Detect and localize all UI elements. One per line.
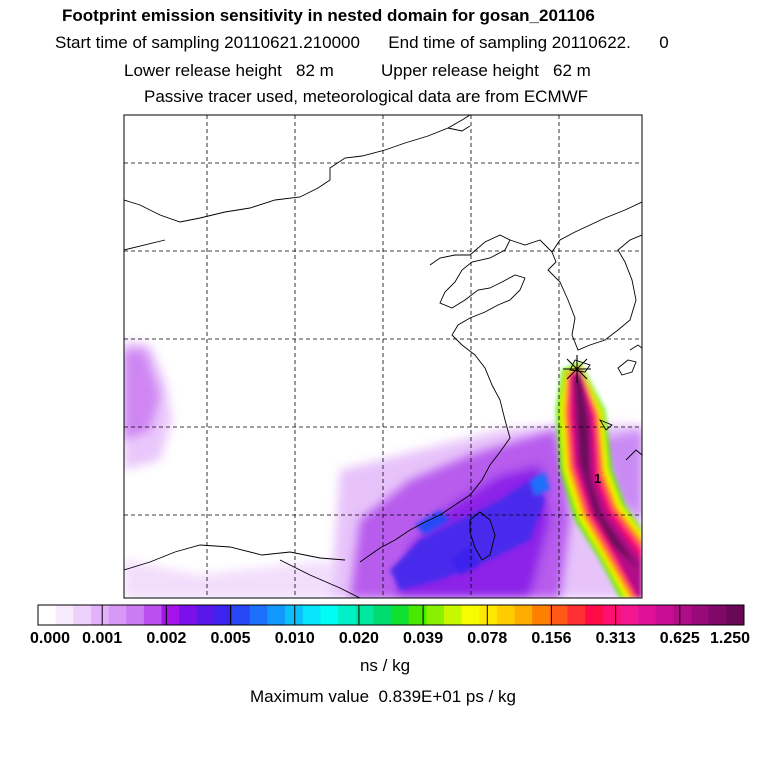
colorbar-cell [638, 605, 657, 625]
colorbar-cell [38, 605, 56, 625]
colorbar-cell [267, 605, 286, 625]
colorbar-cell [585, 605, 604, 625]
colorbar-cell [373, 605, 392, 625]
colorbar-tick-label: 0.000 [29, 630, 71, 647]
colorbar-cell [408, 605, 427, 625]
sampling-times: Start time of sampling 20110621.210000 E… [55, 33, 669, 52]
colorbar-cell [391, 605, 409, 625]
colorbar-cell [479, 605, 498, 625]
colorbar-cell [708, 605, 727, 625]
colorbar-cell [514, 605, 533, 625]
colorbar-cell [673, 605, 692, 625]
colorbar-cell [655, 605, 674, 625]
colorbar-cell [302, 605, 321, 625]
colorbar-cell [90, 605, 109, 625]
colorbar-cell [691, 605, 709, 625]
colorbar-tick-label: 0.625 [659, 630, 700, 647]
colorbar-cell [179, 605, 198, 625]
colorbar-cell [214, 605, 233, 625]
colorbar-cell [320, 605, 339, 625]
colorbar-cell [549, 605, 568, 625]
colorbar-cell [161, 605, 180, 625]
release-heights: Lower release height 82 m Upper release … [124, 61, 591, 80]
colorbar-tick-label: 0.156 [531, 630, 572, 647]
maximum-value: Maximum value 0.839E+01 ps / kg [250, 687, 516, 706]
colorbar-cell [567, 605, 586, 625]
coastlines [124, 115, 642, 598]
colorbar-cell [496, 605, 515, 625]
colorbar-tick-label: 0.002 [146, 630, 187, 647]
tracer-info: Passive tracer used, meteorological data… [144, 87, 589, 106]
colorbar-cells [38, 605, 745, 625]
colorbar-cell [55, 605, 74, 625]
colorbar-cell [532, 605, 551, 625]
colorbar-tick-lines [37, 605, 745, 625]
colorbar-cell [355, 605, 374, 625]
colorbar-tick-label: 0.313 [595, 630, 636, 647]
colorbar-cell [285, 605, 304, 625]
sensitivity-field [124, 340, 642, 598]
colorbar-cell [338, 605, 356, 625]
colorbar-cell [143, 605, 162, 625]
colorbar-cell [73, 605, 92, 625]
plume-peak-label: 1 [594, 471, 601, 486]
colorbar-cell [443, 605, 462, 625]
colorbar-cell [426, 605, 445, 625]
receptor-marker [563, 355, 591, 383]
colorbar-cell [726, 605, 745, 625]
colorbar-cell [108, 605, 127, 625]
colorbar-units: ns / kg [359, 656, 411, 675]
colorbar-cell [602, 605, 621, 625]
colorbar-tick-label: 0.010 [274, 630, 315, 647]
colorbar-cell [461, 605, 480, 625]
colorbar-cell [232, 605, 251, 625]
colorbar-tick-label: 0.039 [403, 630, 444, 647]
colorbar-tick-label: 0.020 [338, 630, 379, 647]
plot-title: Footprint emission sensitivity in nested… [62, 6, 595, 25]
colorbar-tick-label: 0.005 [210, 630, 251, 647]
colorbar-cell [196, 605, 215, 625]
colorbar-cell [620, 605, 639, 625]
colorbar-cell [126, 605, 145, 625]
colorbar-tick-label: 0.001 [82, 630, 123, 647]
graticule [124, 115, 642, 598]
colorbar-tick-label: 1.250 [709, 630, 751, 647]
colorbar-cell [249, 605, 268, 625]
colorbar-tick-label: 0.078 [467, 630, 508, 647]
